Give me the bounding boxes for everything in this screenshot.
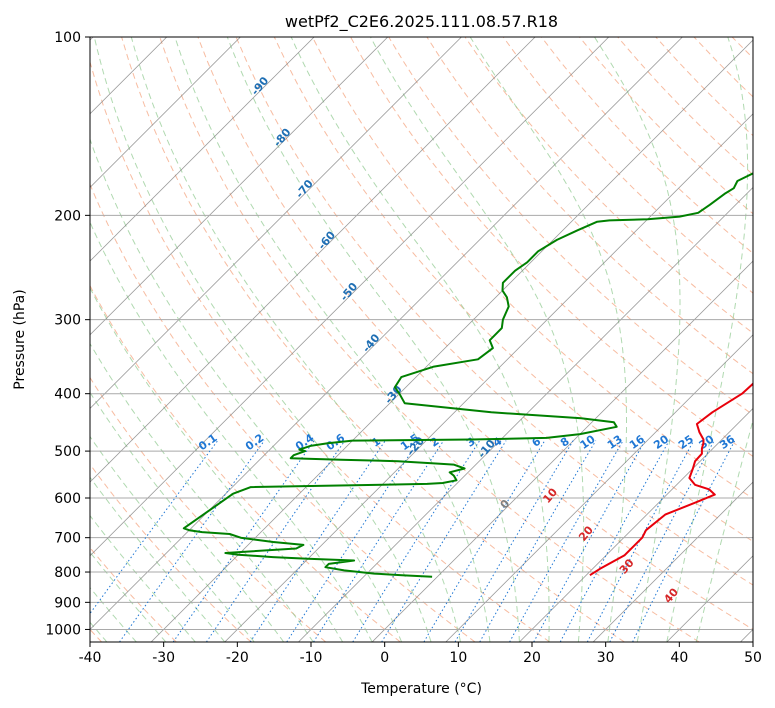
chart-title: wetPf2_C2E6.2025.111.08.57.R18 bbox=[285, 12, 558, 32]
isotherm bbox=[445, 334, 753, 642]
moist-adiabat bbox=[370, 37, 585, 642]
moist-adiabat bbox=[226, 37, 520, 642]
isotherm bbox=[90, 37, 610, 557]
mixing-ratio-line bbox=[313, 440, 445, 642]
x-tick-label: 30 bbox=[597, 650, 615, 666]
mixing-ratio-line bbox=[119, 440, 265, 642]
dry-adiabat bbox=[770, 37, 775, 642]
y-tick-label: 600 bbox=[54, 491, 81, 507]
moist-adiabat bbox=[594, 37, 681, 642]
isotherm bbox=[519, 407, 753, 642]
y-tick-label: 800 bbox=[54, 565, 81, 581]
mixing-ratio-line bbox=[90, 440, 219, 615]
dry-adiabat bbox=[273, 37, 753, 543]
isotherm bbox=[371, 260, 753, 642]
dewpoint-profile bbox=[182, 172, 753, 578]
mixing-ratio-line bbox=[454, 440, 574, 642]
moist-adiabat bbox=[90, 476, 226, 642]
plot-background bbox=[90, 37, 753, 642]
isotherm bbox=[90, 37, 536, 483]
temperature-profile bbox=[589, 382, 753, 577]
isotherm bbox=[90, 37, 315, 262]
isotherm bbox=[592, 481, 753, 642]
y-tick-label: 1000 bbox=[45, 622, 81, 638]
x-tick-label: 50 bbox=[744, 650, 762, 666]
isotherm bbox=[90, 37, 241, 189]
plot-frame bbox=[89, 36, 754, 643]
isotherm bbox=[90, 37, 462, 410]
isotherm bbox=[298, 186, 753, 642]
mixing-ratio-line bbox=[509, 440, 624, 642]
y-tick-label: 200 bbox=[54, 208, 81, 224]
y-tick-label: 900 bbox=[54, 595, 81, 611]
isotherm bbox=[224, 113, 753, 642]
mixing-ratio-line bbox=[352, 440, 481, 642]
sounding-profiles bbox=[182, 172, 753, 578]
dry-adiabat bbox=[121, 37, 625, 642]
x-tick-label: 10 bbox=[449, 650, 467, 666]
mixing-ratio-line bbox=[533, 440, 646, 642]
moist-adiabat bbox=[90, 137, 403, 642]
isotherms bbox=[90, 37, 753, 642]
moist-adiabat bbox=[130, 37, 461, 642]
isobars bbox=[90, 37, 753, 630]
isotherm bbox=[90, 37, 683, 631]
y-tick-label: 400 bbox=[54, 387, 81, 403]
dry-adiabat bbox=[90, 60, 551, 642]
moist-adiabat bbox=[695, 418, 753, 642]
x-tick-label: 40 bbox=[670, 650, 688, 666]
dry-adiabat bbox=[311, 37, 753, 500]
x-tick-label: -40 bbox=[79, 650, 102, 666]
mixing-ratio-line bbox=[632, 440, 736, 642]
moist-adiabat bbox=[90, 342, 314, 642]
moist-adiabat bbox=[666, 37, 749, 642]
mixing-ratio-lines bbox=[90, 440, 736, 642]
x-tick-label: -30 bbox=[152, 650, 175, 666]
dry-adiabat bbox=[90, 376, 327, 642]
x-axis-label: Temperature (°C) bbox=[360, 681, 482, 697]
y-tick-label: 300 bbox=[54, 313, 81, 329]
moist-adiabat bbox=[290, 37, 550, 642]
x-tick-label: -20 bbox=[226, 650, 249, 666]
isotherm bbox=[90, 37, 389, 336]
isotherm bbox=[150, 39, 753, 642]
moist-adiabat bbox=[90, 220, 373, 642]
mixing-ratio-line bbox=[479, 440, 597, 642]
dry-adiabats bbox=[90, 37, 775, 642]
moist-adiabat bbox=[90, 435, 255, 642]
dry-adiabat bbox=[502, 37, 753, 294]
moist-adiabat bbox=[93, 37, 432, 642]
y-axis-label: Pressure (hPa) bbox=[12, 289, 28, 389]
x-tick-label: 20 bbox=[523, 650, 541, 666]
dry-adiabat bbox=[90, 463, 252, 642]
dry-adiabat bbox=[197, 37, 753, 630]
dry-adiabat bbox=[159, 37, 700, 642]
x-axis-ticks: -40 -30 -20 -10 0 10 20 30 40 50 bbox=[79, 642, 762, 666]
x-tick-label: 0 bbox=[380, 650, 389, 666]
moist-adiabats bbox=[90, 37, 753, 642]
x-tick-label: -10 bbox=[300, 650, 323, 666]
y-tick-label: 100 bbox=[54, 30, 81, 46]
moist-adiabat bbox=[174, 37, 491, 642]
y-tick-label: 500 bbox=[54, 444, 81, 460]
mixing-ratio-line bbox=[381, 440, 507, 642]
dry-adiabat bbox=[235, 37, 753, 586]
mixing-ratio-line bbox=[423, 440, 546, 642]
y-tick-label: 700 bbox=[54, 531, 81, 547]
moist-adiabat bbox=[469, 37, 627, 642]
mixing-ratio-line bbox=[559, 440, 670, 642]
mixing-ratio-line bbox=[249, 440, 386, 642]
y-axis-ticks: 100 200 300 400 500 600 700 800 900 1000 bbox=[45, 30, 90, 638]
moist-adiabat bbox=[90, 391, 285, 642]
